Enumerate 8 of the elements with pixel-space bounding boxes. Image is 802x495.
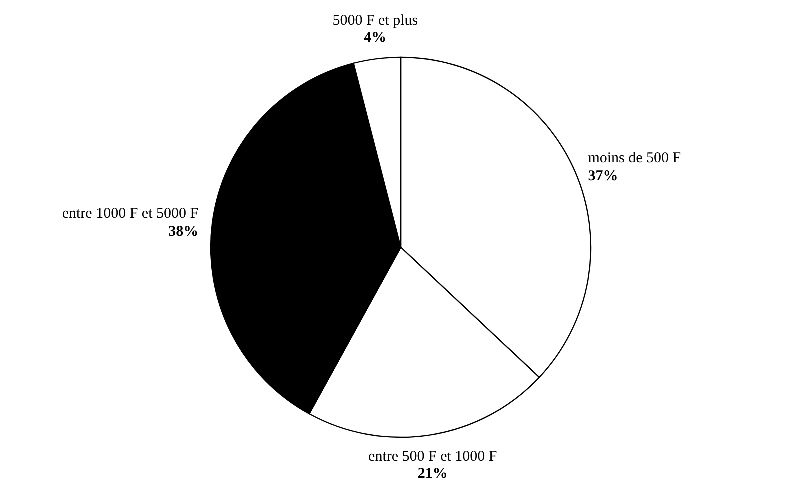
data-label: 4% bbox=[364, 30, 387, 46]
slice-label: entre 500 F et 1000 F bbox=[368, 448, 498, 465]
data-label: 38% bbox=[168, 224, 199, 240]
slice-label: 5000 F et plus bbox=[332, 13, 418, 30]
data-label: 21% bbox=[418, 466, 448, 482]
slice-label: entre 1000 F et 5000 F bbox=[62, 206, 199, 222]
slice-label: moins de 500 F bbox=[588, 150, 682, 166]
data-label: 37% bbox=[588, 168, 618, 184]
